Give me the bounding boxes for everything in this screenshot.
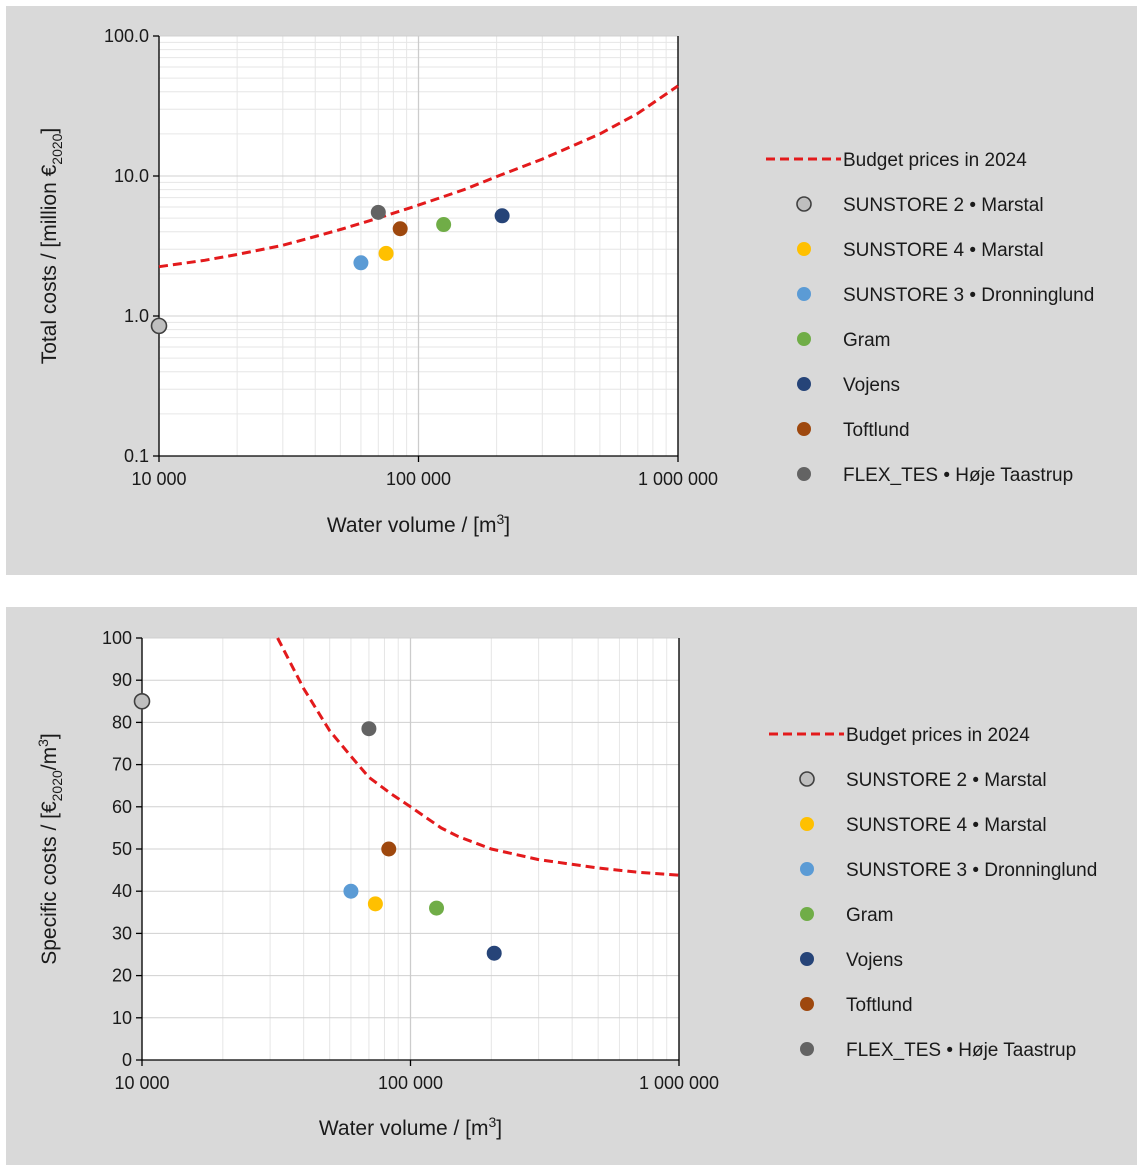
legend-label: SUNSTORE 4 • Marstal bbox=[846, 815, 1047, 836]
legend-swatch bbox=[800, 862, 814, 876]
y-tick-label: 100.0 bbox=[104, 26, 149, 46]
data-point bbox=[353, 255, 369, 271]
y-tick-label: 0.1 bbox=[124, 446, 149, 466]
legend-label: SUNSTORE 4 • Marstal bbox=[843, 240, 1044, 261]
legend-label: FLEX_TES • Høje Taastrup bbox=[846, 1040, 1076, 1061]
legend-swatch bbox=[797, 377, 811, 391]
data-point bbox=[486, 945, 502, 961]
data-point bbox=[378, 245, 394, 261]
y-tick-label: 60 bbox=[112, 797, 132, 817]
data-point bbox=[381, 841, 397, 857]
legend-swatch bbox=[797, 422, 811, 436]
data-point bbox=[133, 693, 151, 710]
x-tick-label: 1 000 000 bbox=[638, 469, 718, 489]
legend-label: Toftlund bbox=[843, 420, 910, 441]
legend-swatch bbox=[797, 287, 811, 301]
legend-label: Gram bbox=[846, 905, 894, 926]
legend-label: SUNSTORE 2 • Marstal bbox=[846, 770, 1047, 791]
y-tick-label: 30 bbox=[112, 923, 132, 943]
grid bbox=[141, 637, 680, 1061]
legend-label: SUNSTORE 3 • Dronninglund bbox=[843, 285, 1094, 306]
legend-swatch bbox=[800, 907, 814, 921]
budget-price-curve bbox=[276, 637, 680, 877]
data-point bbox=[370, 204, 386, 220]
data-point bbox=[150, 317, 168, 335]
legend-swatch bbox=[796, 196, 812, 212]
y-tick-label: 10 bbox=[112, 1008, 132, 1028]
legend-label: Budget prices in 2024 bbox=[846, 725, 1030, 746]
data-point bbox=[361, 721, 377, 737]
y-tick-label: 70 bbox=[112, 755, 132, 775]
legend-label: SUNSTORE 3 • Dronninglund bbox=[846, 860, 1097, 881]
data-point bbox=[494, 208, 510, 224]
legend-swatch bbox=[797, 467, 811, 481]
legend-swatch bbox=[800, 817, 814, 831]
legend-label: Vojens bbox=[843, 375, 900, 396]
legend-label: Gram bbox=[843, 330, 891, 351]
grid bbox=[158, 35, 679, 457]
y-tick-label: 50 bbox=[112, 839, 132, 859]
y-tick-label: 20 bbox=[112, 966, 132, 986]
y-tick-label: 90 bbox=[112, 670, 132, 690]
y-tick-label: 0 bbox=[122, 1050, 132, 1070]
budget-price-curve bbox=[158, 84, 679, 269]
y-axis-title: Total costs / [million €2020] bbox=[38, 128, 65, 365]
legend-label: FLEX_TES • Høje Taastrup bbox=[843, 465, 1073, 486]
legend-label: Vojens bbox=[846, 950, 903, 971]
y-tick-label: 80 bbox=[112, 712, 132, 732]
chart-total-costs: 0.1 1.0 10.0 100.0 10 000 100 000 1 000 000 Wat… bbox=[38, 26, 1094, 537]
y-tick-label: 10.0 bbox=[114, 166, 149, 186]
x-axis-title: Water volume / [m3] bbox=[327, 511, 510, 537]
legend: Budget prices in 2024 SUNSTORE 2 • Marsta… bbox=[769, 725, 1097, 1061]
data-point bbox=[367, 896, 383, 912]
x-tick-label: 10 000 bbox=[114, 1073, 169, 1093]
legend-label: SUNSTORE 2 • Marstal bbox=[843, 195, 1044, 216]
y-axis-title: Specific costs / [€2020/m3] bbox=[35, 733, 65, 965]
legend-swatch bbox=[800, 997, 814, 1011]
y-tick-label: 100 bbox=[102, 628, 132, 648]
legend-swatch bbox=[800, 1042, 814, 1056]
x-axis-title: Water volume / [m3] bbox=[319, 1114, 502, 1140]
data-point bbox=[436, 217, 452, 233]
chart-specific-costs-panel: 0 10 20 30 40 50 60 70 80 90 100 10 000 100 000 1 000… bbox=[6, 607, 1137, 1165]
x-tick-label: 1 000 000 bbox=[639, 1073, 719, 1093]
legend-swatch bbox=[797, 242, 811, 256]
x-tick-label: 10 000 bbox=[131, 469, 186, 489]
y-tick-label: 1.0 bbox=[124, 306, 149, 326]
chart-specific-costs: 0 10 20 30 40 50 60 70 80 90 100 10 000 100 000 1 000… bbox=[35, 628, 1097, 1140]
legend-label: Budget prices in 2024 bbox=[843, 150, 1027, 171]
legend-swatch bbox=[797, 332, 811, 346]
legend-label: Toftlund bbox=[846, 995, 913, 1016]
data-point bbox=[429, 900, 445, 916]
data-point bbox=[343, 883, 359, 899]
legend-swatch bbox=[800, 952, 814, 966]
x-tick-label: 100 000 bbox=[386, 469, 451, 489]
x-tick-label: 100 000 bbox=[378, 1073, 443, 1093]
chart-total-costs-panel: 0.1 1.0 10.0 100.0 10 000 100 000 1 000 000 Wat… bbox=[6, 6, 1137, 575]
y-tick-label: 40 bbox=[112, 881, 132, 901]
legend: Budget prices in 2024 SUNSTORE 2 • Marsta… bbox=[766, 150, 1094, 486]
legend-swatch bbox=[799, 771, 815, 787]
data-point bbox=[392, 221, 408, 237]
